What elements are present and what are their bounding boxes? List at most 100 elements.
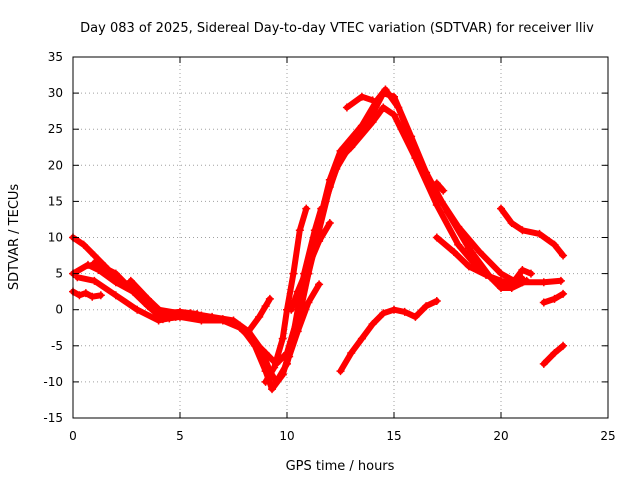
data-point-marker <box>368 96 377 105</box>
series-arc-5 <box>126 276 202 319</box>
data-point-marker <box>244 327 253 336</box>
chart-title: Day 083 of 2025, Sidereal Day-to-day VTE… <box>80 21 594 36</box>
data-point-marker <box>432 201 441 210</box>
data-point-marker <box>278 334 287 343</box>
data-point-marker <box>522 276 531 285</box>
data-point-marker <box>400 307 409 316</box>
x-tick-label: 15 <box>386 429 401 443</box>
series-line <box>433 234 534 288</box>
data-point-marker <box>255 312 264 321</box>
data-point-marker <box>193 310 202 319</box>
data-point-marker <box>90 251 99 260</box>
data-point-marker <box>518 265 527 274</box>
series-arc-16 <box>539 289 568 307</box>
series-line <box>337 298 440 375</box>
data-point-marker <box>439 186 448 195</box>
data-point-marker <box>347 139 356 148</box>
series-line <box>245 295 273 335</box>
data-point-marker <box>75 291 84 300</box>
data-point-marker <box>432 179 441 188</box>
data-point-marker <box>357 334 366 343</box>
data-point-marker <box>464 244 473 253</box>
data-point-marker <box>368 320 377 329</box>
y-axis-title: SDTVAR / TECUs <box>7 184 22 291</box>
x-tick-label: 10 <box>279 429 294 443</box>
data-point-marker <box>497 269 505 278</box>
y-tick-label: -5 <box>51 339 63 353</box>
data-point-marker <box>90 276 99 285</box>
data-point-marker <box>518 226 527 235</box>
data-point-marker <box>235 321 244 330</box>
data-point-marker <box>111 278 120 287</box>
data-point-marker <box>304 262 313 271</box>
data-point-marker <box>83 260 92 269</box>
data-point-marker <box>126 276 135 285</box>
data-point-marker <box>559 251 568 260</box>
x-axis-title: GPS time / hours <box>286 459 395 474</box>
data-point-marker <box>559 341 568 350</box>
data-point-marker <box>325 219 334 228</box>
data-point-marker <box>432 233 441 242</box>
data-point-marker <box>302 204 311 213</box>
data-point-marker <box>295 226 304 235</box>
data-point-marker <box>285 352 294 361</box>
data-point-marker <box>218 315 227 324</box>
data-point-marker <box>293 327 302 336</box>
data-point-marker <box>497 284 505 293</box>
y-tick-label: 35 <box>48 50 63 64</box>
tick-group: 0 5 10 15 20 25 -15 -10 -5 0 5 10 15 20 25 30 35 <box>43 50 615 443</box>
data-point-marker <box>315 237 324 246</box>
series-line <box>540 342 567 367</box>
data-point-marker <box>304 298 313 307</box>
data-point-marker <box>443 208 452 217</box>
data-point-marker <box>454 240 463 249</box>
data-point-marker <box>550 240 559 249</box>
series-arc-17 <box>539 341 568 368</box>
data-point-marker <box>321 197 330 206</box>
data-point-marker <box>81 289 90 298</box>
data-point-marker <box>507 280 516 289</box>
data-point-marker <box>390 110 398 119</box>
data-point-marker <box>556 276 565 285</box>
series-group <box>69 85 568 394</box>
series-arc-10 <box>285 280 324 361</box>
data-point-marker <box>268 385 277 394</box>
data-point-marker <box>526 269 535 278</box>
data-point-marker <box>154 316 163 325</box>
series-arc-18 <box>69 287 105 301</box>
data-point-marker <box>336 146 345 155</box>
data-point-marker <box>143 294 152 303</box>
data-point-marker <box>422 168 431 177</box>
x-tick-label: 0 <box>69 429 77 443</box>
series-arc-6 <box>244 294 274 336</box>
y-tick-label: 25 <box>48 122 63 136</box>
data-point-marker <box>407 132 416 141</box>
data-point-marker <box>390 305 398 314</box>
series-line <box>433 180 447 194</box>
series-arc-12 <box>342 92 377 112</box>
data-point-marker <box>535 229 544 238</box>
data-point-marker <box>133 305 142 314</box>
data-point-marker <box>357 92 366 101</box>
data-point-marker <box>265 294 274 303</box>
data-point-marker <box>347 349 356 358</box>
data-point-marker <box>449 247 458 256</box>
data-point-marker <box>261 302 270 311</box>
series-arc-14 <box>432 233 535 289</box>
y-tick-label: 10 <box>48 231 63 245</box>
data-point-marker <box>497 204 505 213</box>
grid <box>73 57 608 418</box>
series-line <box>343 93 376 111</box>
y-tick-label: 20 <box>48 158 63 172</box>
data-point-marker <box>250 341 259 350</box>
data-point-marker <box>364 117 373 126</box>
series-arc-15 <box>497 204 568 260</box>
data-point-marker <box>73 273 82 282</box>
y-tick-label: -10 <box>43 375 63 389</box>
data-point-marker <box>158 309 167 318</box>
series-line <box>286 281 323 360</box>
y-tick-label: 0 <box>55 303 63 317</box>
data-point-marker <box>96 291 105 300</box>
data-point-marker <box>539 298 548 307</box>
data-point-marker <box>422 302 431 311</box>
